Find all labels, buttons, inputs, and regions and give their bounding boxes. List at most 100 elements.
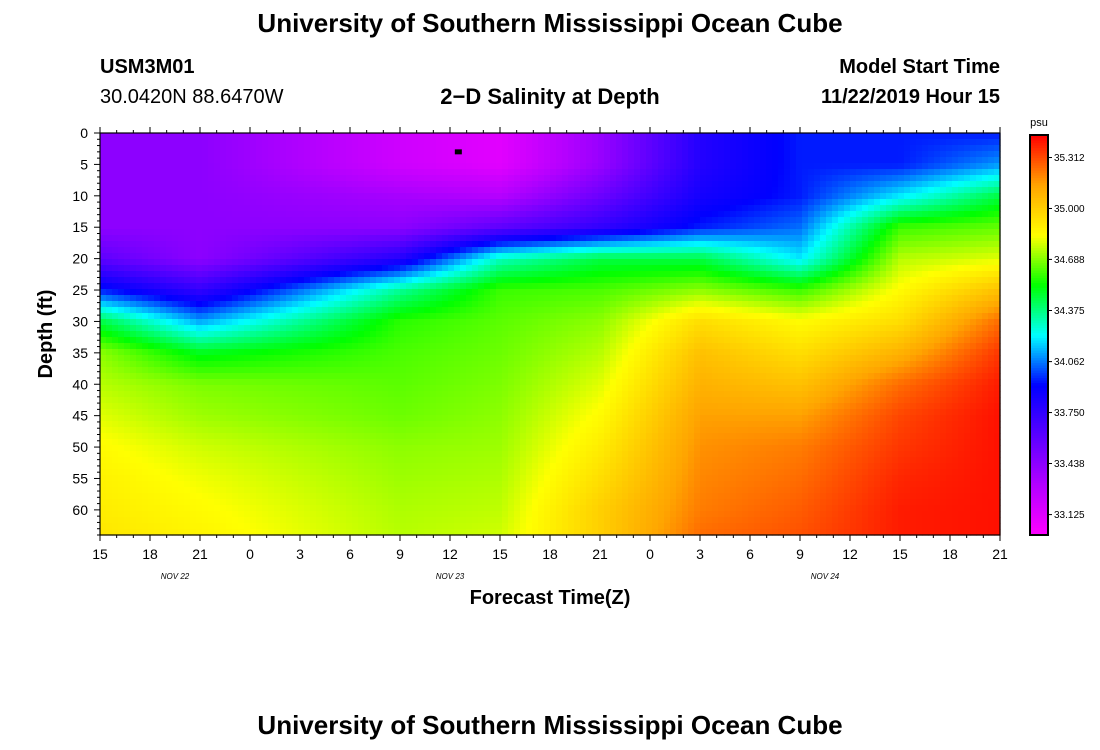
- heatmap-cell: [526, 271, 533, 278]
- heatmap-cell: [670, 175, 677, 182]
- heatmap-cell: [148, 169, 155, 176]
- heatmap-cell: [280, 289, 287, 296]
- heatmap-cell: [790, 211, 797, 218]
- heatmap-cell: [460, 325, 467, 332]
- heatmap-cell: [154, 187, 161, 194]
- heatmap-cell: [796, 193, 803, 200]
- heatmap-cell: [652, 199, 659, 206]
- heatmap-cell: [160, 199, 167, 206]
- heatmap-cell: [352, 319, 359, 326]
- heatmap-cell: [970, 319, 977, 326]
- heatmap-cell: [568, 259, 575, 266]
- heatmap-cell: [592, 169, 599, 176]
- heatmap-cell: [298, 247, 305, 254]
- heatmap-cell: [136, 307, 143, 314]
- heatmap-cell: [814, 217, 821, 224]
- heatmap-cell: [130, 313, 137, 320]
- heatmap-cell: [622, 205, 629, 212]
- heatmap-cell: [364, 313, 371, 320]
- heatmap-cell: [148, 319, 155, 326]
- heatmap-cell: [820, 199, 827, 206]
- heatmap-cell: [952, 169, 959, 176]
- heatmap-cell: [358, 271, 365, 278]
- heatmap-cell: [976, 283, 983, 290]
- heatmap-cell: [970, 313, 977, 320]
- heatmap-cell: [814, 295, 821, 302]
- heatmap-cell: [142, 235, 149, 242]
- heatmap-cell: [508, 277, 515, 284]
- heatmap-cell: [304, 331, 311, 338]
- heatmap-cell: [118, 223, 125, 230]
- heatmap-cell: [424, 295, 431, 302]
- heatmap-cell: [850, 133, 857, 140]
- heatmap-cell: [574, 265, 581, 272]
- heatmap-cell: [514, 295, 521, 302]
- heatmap-cell: [778, 283, 785, 290]
- heatmap-cell: [220, 235, 227, 242]
- heatmap-cell: [712, 313, 719, 320]
- heatmap-cell: [118, 247, 125, 254]
- heatmap-cell: [232, 331, 239, 338]
- heatmap-cell: [742, 139, 749, 146]
- heatmap-cell: [952, 193, 959, 200]
- heatmap-cell: [988, 139, 995, 146]
- heatmap-cell: [340, 145, 347, 152]
- heatmap-cell: [910, 181, 917, 188]
- heatmap-cell: [874, 139, 881, 146]
- heatmap-cell: [784, 205, 791, 212]
- heatmap-cell: [880, 277, 887, 284]
- heatmap-cell: [946, 301, 953, 308]
- heatmap-cell: [538, 181, 545, 188]
- heatmap-cell: [826, 193, 833, 200]
- heatmap-cell: [148, 223, 155, 230]
- heatmap-cell: [682, 259, 689, 266]
- heatmap-cell: [850, 205, 857, 212]
- heatmap-cell: [514, 223, 521, 230]
- heatmap-cell: [994, 199, 1001, 206]
- heatmap-cell: [310, 163, 317, 170]
- heatmap-cell: [424, 175, 431, 182]
- heatmap-cell: [406, 175, 413, 182]
- heatmap-cell: [922, 259, 929, 266]
- heatmap-cell: [664, 175, 671, 182]
- heatmap-cell: [718, 205, 725, 212]
- heatmap-cell: [544, 157, 551, 164]
- heatmap-cell: [436, 145, 443, 152]
- heatmap-cell: [256, 265, 263, 272]
- heatmap-cell: [112, 229, 119, 236]
- heatmap-cell: [880, 313, 887, 320]
- heatmap-cell: [190, 139, 197, 146]
- heatmap-cell: [202, 169, 209, 176]
- heatmap-cell: [700, 319, 707, 326]
- heatmap-cell: [424, 265, 431, 272]
- heatmap-cell: [958, 187, 965, 194]
- heatmap-cell: [664, 289, 671, 296]
- heatmap-cell: [826, 259, 833, 266]
- heatmap-cell: [562, 175, 569, 182]
- heatmap-cell: [940, 259, 947, 266]
- heatmap-cell: [526, 235, 533, 242]
- heatmap-cell: [352, 157, 359, 164]
- heatmap-cell: [406, 217, 413, 224]
- heatmap-cell: [436, 241, 443, 248]
- heatmap-cell: [964, 229, 971, 236]
- heatmap-cell: [286, 133, 293, 140]
- heatmap-cell: [124, 319, 131, 326]
- heatmap-cell: [502, 169, 509, 176]
- heatmap-cell: [634, 175, 641, 182]
- heatmap-cell: [754, 181, 761, 188]
- heatmap-cell: [256, 307, 263, 314]
- heatmap-cell: [172, 151, 179, 158]
- heatmap-cell: [442, 211, 449, 218]
- heatmap-cell: [448, 277, 455, 284]
- heatmap-cell: [262, 289, 269, 296]
- heatmap-cell: [826, 229, 833, 236]
- heatmap-cell: [664, 235, 671, 242]
- heatmap-cell: [634, 145, 641, 152]
- heatmap-cell: [220, 229, 227, 236]
- heatmap-cell: [208, 217, 215, 224]
- heatmap-cell: [916, 157, 923, 164]
- heatmap-cell: [976, 187, 983, 194]
- heatmap-cell: [172, 301, 179, 308]
- heatmap-cell: [358, 247, 365, 254]
